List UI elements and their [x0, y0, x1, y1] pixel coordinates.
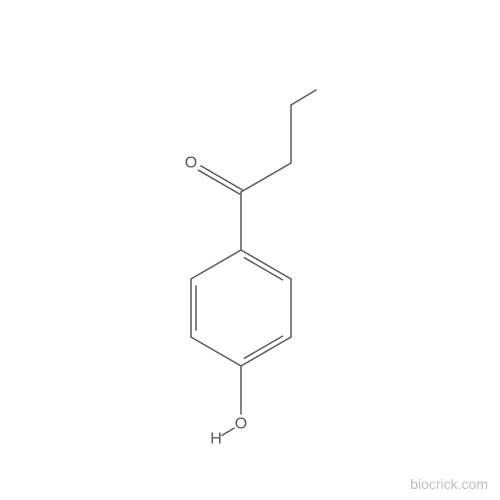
bond: [222, 428, 234, 435]
bond: [241, 250, 291, 279]
atom-label-h: H: [210, 431, 222, 448]
bond: [244, 258, 282, 280]
bond: [291, 90, 316, 105]
bond: [244, 336, 282, 358]
bond: [198, 170, 239, 194]
watermark-text: biocrick.com: [410, 476, 488, 492]
atom-label-o: O: [185, 155, 197, 172]
bond: [201, 166, 242, 190]
bond: [241, 163, 291, 192]
bond: [191, 337, 241, 366]
molecule-diagram: OOH: [0, 0, 500, 500]
bond: [191, 250, 241, 279]
bond: [241, 337, 291, 366]
atom-label-o: O: [235, 416, 247, 433]
